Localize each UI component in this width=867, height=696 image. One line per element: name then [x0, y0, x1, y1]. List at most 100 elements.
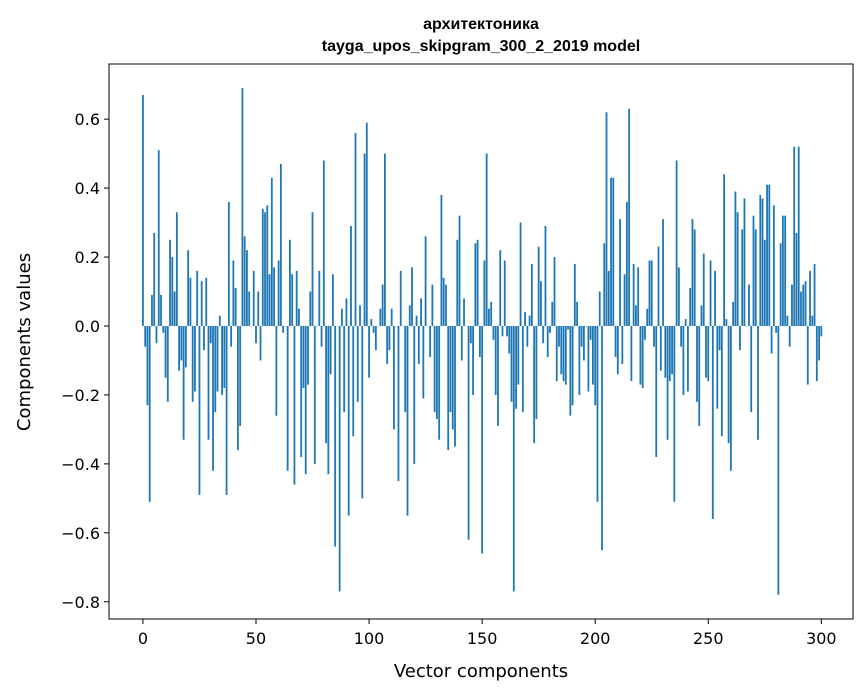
bar	[546, 325, 549, 358]
bar	[723, 174, 726, 326]
bar	[641, 325, 644, 389]
bar	[571, 325, 574, 406]
bar	[582, 325, 585, 361]
bar	[393, 325, 395, 430]
bar	[383, 153, 386, 326]
bar	[578, 325, 581, 395]
bar	[205, 277, 208, 326]
bar	[331, 274, 334, 326]
bar	[736, 212, 739, 326]
bar	[417, 325, 420, 364]
chart-title-line1: архитектоника	[423, 16, 539, 33]
bar	[653, 325, 655, 347]
bar	[718, 325, 721, 351]
y-axis-ticks: −0.8 −0.6 −0.4 −0.2 0.0 0.2 0.4 0.6	[61, 110, 109, 612]
bar	[454, 325, 456, 447]
bar	[596, 325, 599, 502]
bar	[329, 325, 332, 375]
bar	[544, 226, 547, 326]
bar	[508, 325, 511, 354]
bar	[266, 205, 269, 326]
y-tick-label: 0.2	[75, 248, 100, 267]
bar	[157, 150, 160, 326]
x-tick-label: 300	[806, 629, 837, 648]
bar	[431, 284, 434, 326]
bar	[675, 160, 678, 326]
bar	[478, 325, 481, 358]
bar	[359, 305, 361, 326]
bar	[589, 325, 592, 340]
bar	[687, 325, 689, 392]
bar	[162, 325, 165, 333]
bar	[709, 260, 712, 326]
y-tick-label: 0.0	[75, 317, 100, 336]
bar	[160, 294, 162, 326]
bar	[800, 291, 802, 326]
bar	[447, 325, 450, 451]
bar	[261, 208, 264, 326]
bar	[381, 284, 384, 326]
y-tick-label: −0.8	[61, 593, 100, 612]
bar	[144, 325, 147, 347]
bar	[754, 229, 757, 326]
bar	[519, 222, 522, 326]
bar	[530, 263, 533, 326]
bar	[408, 305, 411, 326]
bar	[788, 325, 791, 347]
bar	[659, 325, 662, 371]
bar	[619, 219, 621, 326]
bar	[320, 325, 323, 347]
bar	[761, 198, 764, 326]
bar	[227, 201, 230, 326]
bar	[474, 243, 477, 326]
bar	[793, 146, 796, 326]
bar	[501, 325, 504, 337]
bar	[648, 260, 651, 326]
bar	[463, 298, 465, 326]
bar	[476, 239, 479, 326]
bar	[257, 291, 260, 326]
bar	[524, 312, 526, 326]
bar	[334, 325, 337, 547]
chart-title-line2: tayga_upos_skipgram_300_2_2019 model	[322, 38, 640, 55]
bar	[639, 325, 642, 385]
bar	[510, 325, 513, 402]
bar	[422, 325, 425, 399]
bar	[347, 325, 350, 516]
bar	[689, 288, 692, 326]
bar	[813, 263, 816, 326]
bar	[196, 270, 199, 326]
x-axis-ticks: 0 50 100 150 200 250 300	[138, 619, 837, 648]
bar	[153, 232, 156, 326]
bar	[716, 325, 719, 409]
bar	[804, 281, 807, 326]
bar	[406, 325, 409, 516]
bar	[551, 301, 554, 326]
bar	[200, 281, 203, 326]
bar	[809, 270, 811, 326]
plot-area-frame	[108, 63, 854, 620]
bar	[623, 274, 626, 326]
bar	[490, 301, 493, 326]
bar	[318, 270, 321, 326]
bar	[370, 319, 373, 326]
bar	[322, 160, 325, 326]
bar	[671, 325, 673, 375]
bar	[365, 122, 368, 326]
y-tick-label: −0.4	[61, 455, 100, 474]
bar	[252, 270, 255, 326]
bar	[677, 267, 680, 326]
bar	[411, 267, 413, 326]
bar	[146, 325, 149, 406]
x-tick-label: 150	[467, 629, 498, 648]
bar	[497, 325, 499, 426]
bar	[442, 277, 445, 326]
bar	[264, 212, 266, 326]
bar	[212, 325, 214, 471]
bar	[155, 325, 158, 344]
bar	[720, 325, 723, 437]
bar	[178, 325, 181, 371]
bar	[614, 325, 617, 358]
bar	[770, 325, 773, 354]
bar	[684, 319, 687, 326]
